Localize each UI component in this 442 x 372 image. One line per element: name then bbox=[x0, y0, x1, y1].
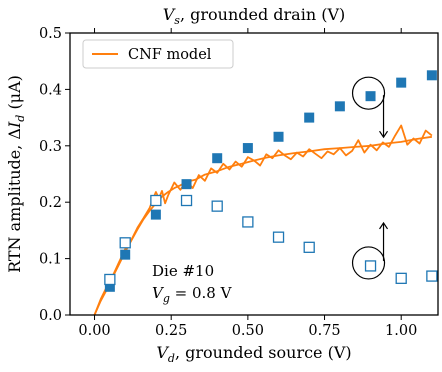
open-square-point bbox=[426, 270, 438, 282]
open-square-point bbox=[395, 272, 407, 284]
open-square-point bbox=[104, 273, 116, 286]
open-square-point bbox=[150, 194, 162, 207]
open-square-point bbox=[180, 194, 193, 207]
callout-circle-grounded-source bbox=[351, 76, 386, 110]
filled-square-point bbox=[396, 77, 407, 88]
x-tick-label: 0.50 bbox=[232, 323, 264, 339]
y-tick-label: 0.2 bbox=[39, 195, 62, 211]
filled-square-point bbox=[426, 70, 437, 81]
up-arrowhead-icon bbox=[379, 221, 389, 230]
x-tick-label: 0.00 bbox=[78, 323, 110, 339]
legend-box bbox=[82, 39, 234, 69]
down-arrowhead-icon bbox=[379, 130, 389, 139]
y-axis-title: RTN amplitude, ΔId (μA) bbox=[5, 75, 27, 273]
open-square-point bbox=[242, 216, 254, 228]
ticks-layer: 0.00 0.25 0.50 0.75 1.00 0.0 0.1 0.2 0.3 0.4 0.5 bbox=[39, 26, 417, 339]
y-tick-label: 0.4 bbox=[39, 82, 62, 98]
filled-square-point bbox=[212, 153, 223, 164]
filled-square-point bbox=[120, 249, 131, 260]
filled-square-point bbox=[181, 179, 192, 190]
open-square-point bbox=[303, 241, 315, 253]
die-annotation: Die #10 Vg = 0.8 V bbox=[152, 262, 233, 305]
filled-square-point bbox=[304, 112, 315, 123]
y-tick-label: 0.3 bbox=[39, 139, 62, 155]
legend: CNF model bbox=[82, 39, 234, 69]
filled-square-point bbox=[273, 131, 284, 142]
callouts bbox=[351, 76, 389, 280]
cnf-model-line bbox=[93, 124, 433, 316]
top-axis-title: Vs, grounded drain (V) bbox=[163, 5, 346, 27]
x-axis-title: Vd, grounded source (V) bbox=[156, 343, 351, 365]
open-square-point bbox=[211, 200, 223, 212]
filled-square-point bbox=[104, 281, 115, 292]
callout-circle-grounded-drain bbox=[351, 246, 386, 280]
plot-frame bbox=[69, 32, 439, 316]
x-tick-label: 0.75 bbox=[308, 323, 340, 339]
annotation-gate-voltage: Vg = 0.8 V bbox=[152, 284, 233, 305]
legend-label-cnf-model: CNF model bbox=[128, 47, 212, 63]
annotation-die: Die #10 bbox=[152, 262, 214, 280]
filled-square-point bbox=[365, 91, 376, 102]
filled-square-point bbox=[242, 143, 253, 154]
y-tick-label: 0.1 bbox=[39, 252, 62, 268]
open-square-point bbox=[119, 237, 131, 249]
filled-square-point bbox=[334, 101, 345, 112]
x-tick-label: 0.25 bbox=[155, 323, 187, 339]
series-layer bbox=[93, 70, 438, 316]
filled-square-point bbox=[150, 209, 161, 220]
y-tick-label: 0.0 bbox=[39, 308, 62, 324]
y-tick-label: 0.5 bbox=[39, 26, 62, 42]
open-square-point bbox=[272, 231, 285, 243]
x-tick-label: 1.00 bbox=[385, 323, 417, 339]
open-square-point bbox=[364, 260, 377, 272]
